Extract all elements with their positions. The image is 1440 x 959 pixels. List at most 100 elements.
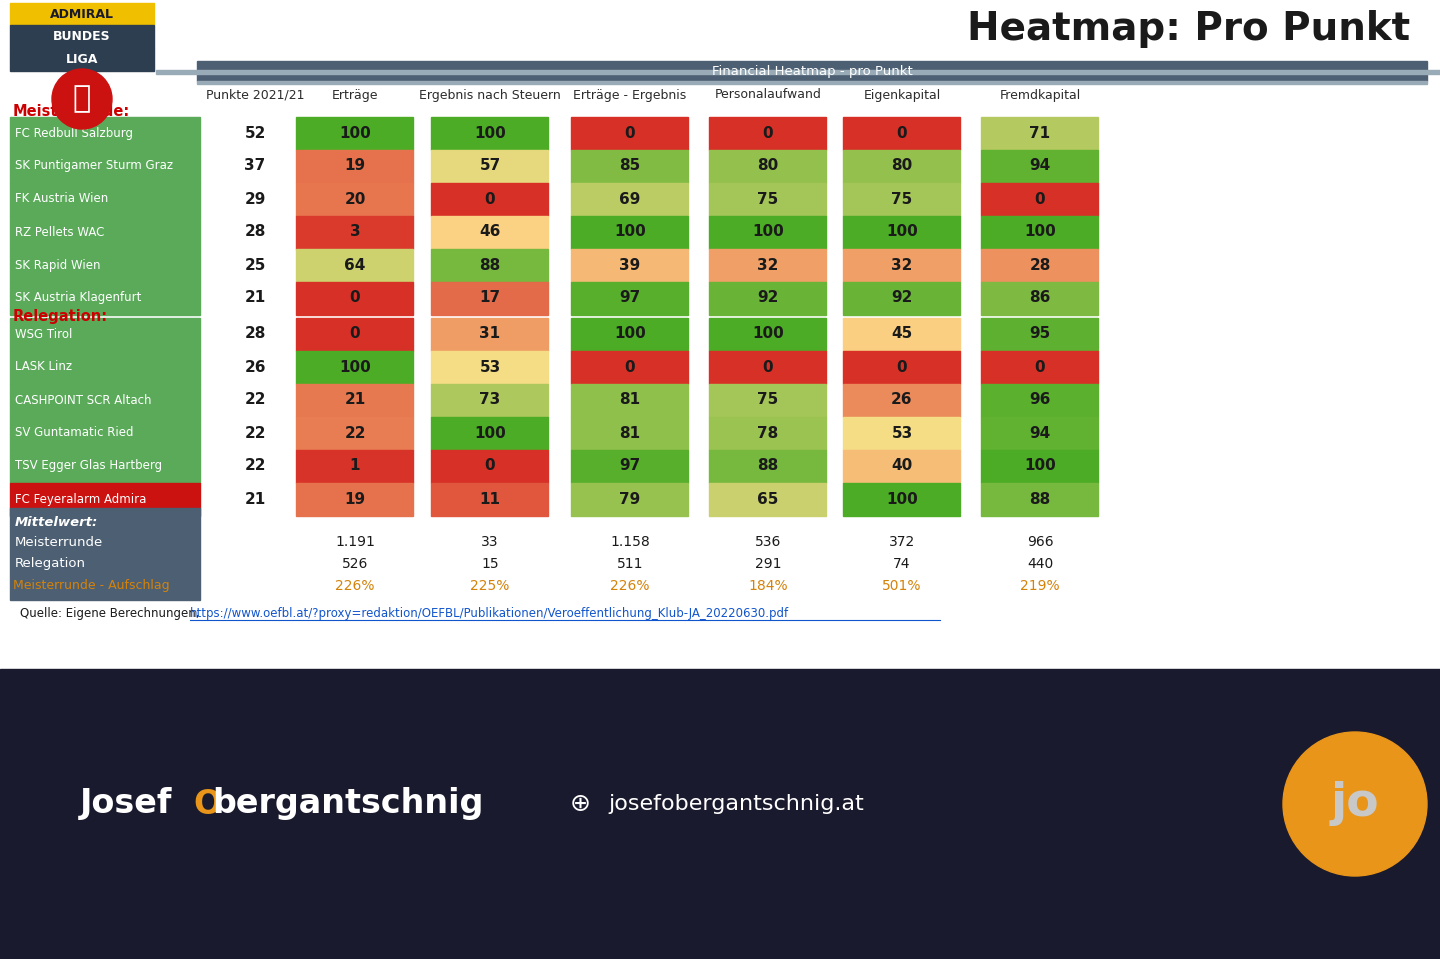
Text: 28: 28 (1030, 258, 1051, 272)
Text: 0: 0 (485, 458, 495, 474)
Text: 0: 0 (763, 360, 773, 375)
Text: TSV Egger Glas Hartberg: TSV Egger Glas Hartberg (14, 459, 163, 473)
Text: 19: 19 (344, 492, 366, 506)
Bar (297, 248, 413, 282)
Bar (10, 25, 154, 48)
Text: 501%: 501% (883, 579, 922, 593)
Bar (981, 416, 1099, 450)
Text: 291: 291 (755, 557, 782, 571)
Bar (708, 384, 827, 416)
Text: SV Guntamatic Ried: SV Guntamatic Ried (14, 427, 134, 439)
Text: 1.158: 1.158 (611, 535, 649, 549)
Text: 0: 0 (897, 126, 907, 141)
Bar (10, 384, 200, 416)
Bar (842, 150, 960, 182)
Text: josefobergantschnig.at: josefobergantschnig.at (608, 794, 864, 814)
Bar (842, 116, 960, 150)
Bar (10, 282, 200, 315)
Text: 1: 1 (350, 458, 360, 474)
Text: Relegation:: Relegation: (13, 309, 108, 323)
Text: WSG Tirol: WSG Tirol (14, 328, 72, 340)
Text: 46: 46 (480, 224, 501, 240)
Text: Josef: Josef (81, 787, 184, 821)
Text: 20: 20 (344, 192, 366, 206)
Text: FC Feyeralarm Admira: FC Feyeralarm Admira (14, 493, 147, 505)
Text: 74: 74 (893, 557, 910, 571)
Text: 78: 78 (757, 426, 779, 440)
Text: 88: 88 (480, 258, 501, 272)
Text: 53: 53 (480, 360, 501, 375)
Bar (297, 282, 413, 315)
Bar (297, 450, 413, 482)
Text: 0: 0 (625, 360, 635, 375)
Text: CASHPOINT SCR Altach: CASHPOINT SCR Altach (14, 393, 151, 407)
Text: 1.191: 1.191 (336, 535, 374, 549)
Text: Mittelwert:: Mittelwert: (14, 516, 98, 528)
Text: 64: 64 (344, 258, 366, 272)
Text: 32: 32 (757, 258, 779, 272)
Text: 80: 80 (757, 158, 779, 174)
Text: https://www.oefbl.at/?proxy=redaktion/OEFBL/Publikationen/Veroeffentlichung_Klub: https://www.oefbl.at/?proxy=redaktion/OE… (190, 607, 789, 620)
Text: 52: 52 (245, 126, 266, 141)
Text: Meisterrunde - Aufschlag: Meisterrunde - Aufschlag (13, 579, 170, 593)
Text: bergantschnig: bergantschnig (212, 787, 484, 821)
Text: 100: 100 (613, 326, 647, 341)
Text: 100: 100 (886, 492, 917, 506)
Bar (431, 150, 549, 182)
Bar (431, 216, 549, 248)
Text: 21: 21 (344, 392, 366, 408)
Text: 73: 73 (480, 392, 501, 408)
Text: 100: 100 (340, 126, 372, 141)
Text: Meisterrunde:: Meisterrunde: (13, 105, 130, 120)
Bar (981, 150, 1099, 182)
Bar (10, 416, 200, 450)
Bar (572, 248, 688, 282)
Text: Erträge - Ergebnis: Erträge - Ergebnis (573, 88, 687, 102)
Bar (10, 482, 200, 516)
Text: 26: 26 (891, 392, 913, 408)
Text: 81: 81 (619, 392, 641, 408)
Text: 22: 22 (245, 458, 266, 474)
Bar (431, 116, 549, 150)
Bar (297, 150, 413, 182)
Text: 94: 94 (1030, 158, 1051, 174)
Bar (10, 248, 200, 282)
Bar (981, 384, 1099, 416)
Circle shape (1283, 732, 1427, 876)
Text: 22: 22 (344, 426, 366, 440)
Bar (572, 384, 688, 416)
Text: 92: 92 (757, 291, 779, 306)
Text: ADMIRAL: ADMIRAL (50, 8, 114, 20)
Bar (842, 384, 960, 416)
Bar (10, 48, 154, 71)
Bar (981, 317, 1099, 350)
Text: 100: 100 (613, 224, 647, 240)
Bar (431, 416, 549, 450)
Bar (572, 416, 688, 450)
Text: ⊕: ⊕ (570, 792, 590, 816)
Text: 57: 57 (480, 158, 501, 174)
Bar (981, 482, 1099, 516)
Bar (708, 317, 827, 350)
Text: 75: 75 (757, 392, 779, 408)
Bar (431, 482, 549, 516)
Text: 226%: 226% (611, 579, 649, 593)
Text: 28: 28 (245, 224, 266, 240)
Text: 65: 65 (757, 492, 779, 506)
Text: LIGA: LIGA (66, 53, 98, 66)
Text: Punkte 2021/21: Punkte 2021/21 (206, 88, 304, 102)
Text: 71: 71 (1030, 126, 1051, 141)
Text: LASK Linz: LASK Linz (14, 361, 72, 373)
Circle shape (52, 69, 112, 129)
Bar (10, 116, 200, 150)
Text: 29: 29 (245, 192, 266, 206)
Bar (431, 350, 549, 384)
Bar (156, 70, 1440, 74)
Bar (297, 416, 413, 450)
Bar (842, 482, 960, 516)
Bar (842, 317, 960, 350)
Bar (842, 450, 960, 482)
Text: 0: 0 (625, 126, 635, 141)
Bar (10, 182, 200, 216)
Text: 219%: 219% (1020, 579, 1060, 593)
